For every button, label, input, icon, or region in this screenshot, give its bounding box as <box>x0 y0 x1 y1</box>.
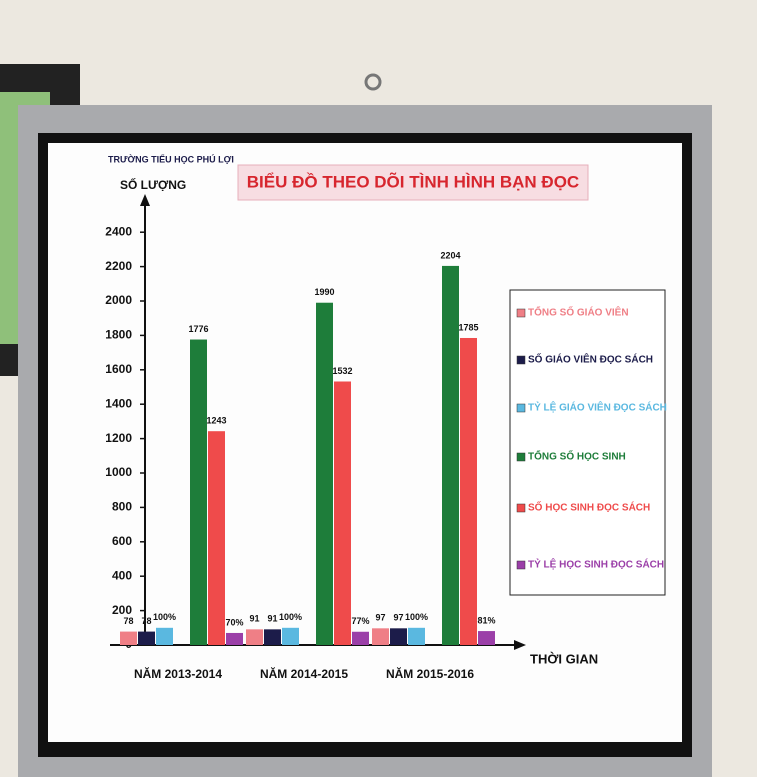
y-tick-label: 1600 <box>105 362 132 376</box>
bar <box>190 339 207 645</box>
legend-label: SỐ HỌC SINH ĐỌC SÁCH <box>528 500 650 514</box>
bar <box>246 629 263 645</box>
legend-label: TỔNG SỐ HỌC SINH <box>528 449 626 463</box>
y-tick-label: 1800 <box>105 328 132 342</box>
x-tick-label: NĂM 2014-2015 <box>260 666 348 681</box>
value-label: 78 <box>123 616 133 626</box>
bar <box>282 627 299 645</box>
value-label: 91 <box>249 614 259 624</box>
bar <box>408 627 425 645</box>
bar <box>226 632 243 645</box>
bar <box>156 627 173 645</box>
bar <box>334 381 351 645</box>
legend-label: TỔNG SỐ GIÁO VIÊN <box>528 305 629 319</box>
y-tick-label: 200 <box>112 603 132 617</box>
y-axis-label: SỐ LƯỢNG <box>120 177 186 192</box>
legend-swatch <box>516 560 526 570</box>
value-label: 77% <box>351 616 369 626</box>
value-label: 1990 <box>314 287 334 297</box>
value-label: 1532 <box>332 366 352 376</box>
y-tick-label: 2200 <box>105 259 132 273</box>
x-axis-label: THỜI GIAN <box>530 651 598 666</box>
value-label: 81% <box>477 615 495 625</box>
bar <box>316 302 333 645</box>
value-label: 100% <box>153 612 176 622</box>
legend-swatch <box>516 403 526 413</box>
chart-title: BIỂU ĐỒ THEO DÕI TÌNH HÌNH BẠN ĐỌC <box>247 171 579 191</box>
x-tick-label: NĂM 2015-2016 <box>386 666 474 681</box>
y-tick-label: 1000 <box>105 465 132 479</box>
bar <box>372 628 389 645</box>
value-label: 78 <box>141 616 151 626</box>
value-label: 2204 <box>440 250 460 260</box>
y-tick-label: 600 <box>112 534 132 548</box>
y-tick-label: 800 <box>112 500 132 514</box>
value-label: 97 <box>375 613 385 623</box>
value-label: 1243 <box>206 416 226 426</box>
x-tick-label: NĂM 2013-2014 <box>134 666 222 681</box>
y-tick-label: 400 <box>112 568 132 582</box>
legend <box>509 289 666 596</box>
y-tick-label: 1400 <box>105 396 132 410</box>
legend-label: SỐ GIÁO VIÊN ĐỌC SÁCH <box>528 352 653 366</box>
legend-swatch <box>516 452 526 462</box>
title-box <box>237 164 589 201</box>
y-tick-label: 1200 <box>105 431 132 445</box>
value-label: 91 <box>267 614 277 624</box>
value-label: 100% <box>405 612 428 622</box>
x-arrow <box>514 640 526 650</box>
bar <box>390 628 407 645</box>
legend-label: TỶ LỆ HỌC SINH ĐỌC SÁCH <box>528 558 664 571</box>
bar <box>138 631 155 645</box>
bar <box>264 629 281 645</box>
bar <box>352 631 369 645</box>
legend-swatch <box>516 503 526 513</box>
legend-swatch <box>516 308 526 318</box>
legend-swatch <box>516 355 526 365</box>
legend-label: TỶ LỆ GIÁO VIÊN ĐỌC SÁCH <box>528 401 667 414</box>
bar <box>208 431 225 645</box>
value-label: 70% <box>225 617 243 627</box>
value-label: 100% <box>279 612 302 622</box>
bar <box>478 631 495 645</box>
hook <box>364 73 382 91</box>
value-label: 1785 <box>458 322 478 332</box>
bar <box>460 337 477 645</box>
bar <box>120 631 137 645</box>
value-label: 1776 <box>188 324 208 334</box>
bar <box>442 265 459 645</box>
value-label: 97 <box>393 613 403 623</box>
y-tick-label: 2400 <box>105 224 132 238</box>
y-tick-label: 2000 <box>105 293 132 307</box>
school: TRƯỜNG TIỂU HỌC PHÚ LỢI <box>108 153 234 164</box>
y-arrow <box>140 194 150 206</box>
